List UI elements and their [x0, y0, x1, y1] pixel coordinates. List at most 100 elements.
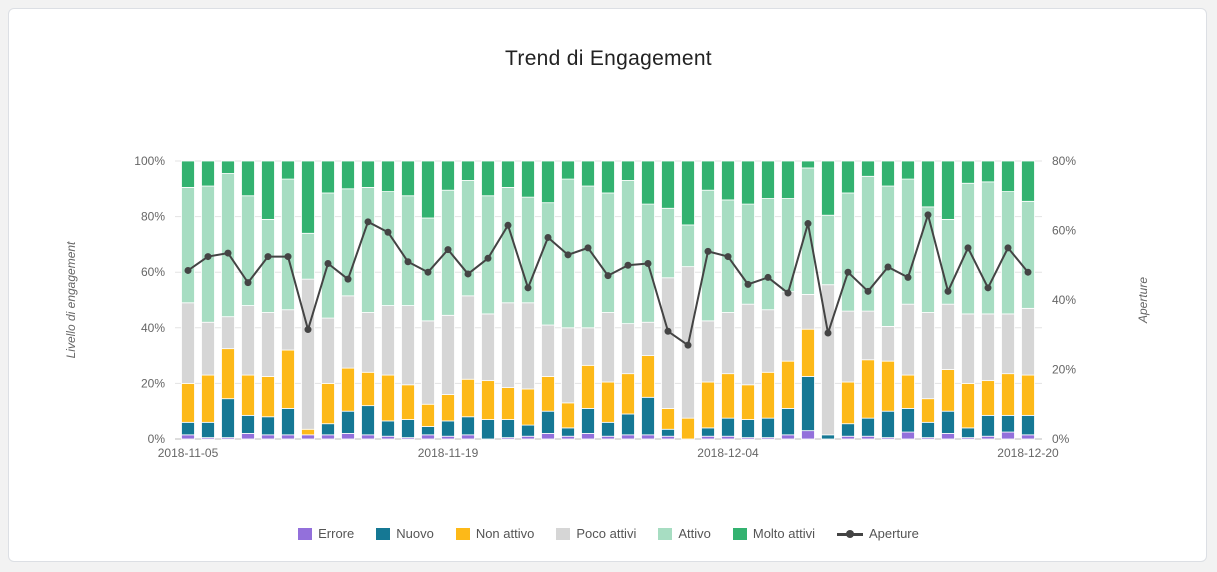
bar-segment-molto-attivi: [721, 160, 735, 201]
bar-segment-poco-attivi: [601, 312, 615, 383]
bar-segment-nuovo: [941, 410, 955, 434]
bar-segment-errore: [621, 434, 635, 440]
bar-segment-molto-attivi: [941, 160, 955, 220]
bar-segment-attivo: [321, 192, 335, 319]
bar-segment-nuovo: [921, 421, 935, 439]
legend-item-aperture[interactable]: Aperture: [837, 526, 919, 541]
bar-segment-nuovo: [561, 427, 575, 437]
legend-label: Molto attivi: [752, 526, 815, 541]
y2-axis-title: Aperture: [1136, 277, 1150, 324]
axes: 0% 20% 40% 60% 80% 100% 0% 20% 40% 60% 80% 2018-11-…: [134, 154, 1076, 460]
bar-segment-nuovo: [981, 414, 995, 437]
bar-segment-nuovo: [181, 421, 195, 436]
bar-segment-errore: [321, 434, 335, 440]
y2-tick-label: 60%: [1052, 224, 1076, 238]
bar-segment-non-attivo: [841, 381, 855, 425]
bar-segment-nuovo: [761, 417, 775, 439]
bar-segment-poco-attivi: [881, 326, 895, 362]
bar-segment-non-attivo: [201, 374, 215, 423]
aperture-point: [184, 266, 192, 274]
bar-segment-nuovo: [201, 421, 215, 439]
aperture-point: [944, 287, 952, 295]
legend-item-molto-attivi[interactable]: Molto attivi: [732, 526, 815, 541]
bar-segment-nuovo: [721, 417, 735, 437]
aperture-point: [384, 228, 392, 236]
bar-segment-nuovo: [701, 427, 715, 437]
bar-segment-molto-attivi: [801, 160, 815, 169]
bar-segment-errore: [381, 435, 395, 440]
bar-segment-attivo: [541, 202, 555, 326]
bar-segment-poco-attivi: [481, 313, 495, 382]
bar-segment-attivo: [261, 218, 275, 313]
legend-label: Errore: [318, 526, 355, 541]
bar-segment-molto-attivi: [741, 160, 755, 205]
bar-segment-errore: [361, 434, 375, 440]
bar-stack: [341, 160, 355, 440]
legend-item-attivo[interactable]: Attivo: [658, 526, 711, 541]
bar-segment-nuovo: [261, 416, 275, 436]
bar-segment-attivo: [921, 206, 935, 313]
bar-segment-molto-attivi: [381, 160, 395, 192]
bar-segment-molto-attivi: [421, 160, 435, 219]
bar-segment-poco-attivi: [441, 314, 455, 395]
bar-segment-nuovo: [861, 417, 875, 437]
bar-segment-non-attivo: [181, 382, 195, 423]
bar-segment-errore: [301, 434, 315, 440]
bar-segment-nuovo: [421, 426, 435, 436]
aperture-point: [304, 326, 312, 334]
bar-segment-attivo: [681, 224, 695, 268]
aperture-point: [244, 279, 252, 287]
bar-segment-attivo: [801, 167, 815, 295]
x-tick-label: 2018-12-20: [997, 446, 1059, 460]
bar-segment-nuovo: [381, 420, 395, 437]
bar-segment-molto-attivi: [241, 160, 255, 197]
bar-segment-nuovo: [601, 421, 615, 437]
y2-tick-label: 0%: [1052, 432, 1070, 446]
bar-segment-attivo: [881, 185, 895, 327]
bar-segment-non-attivo: [341, 367, 355, 412]
bar-stack: [741, 160, 755, 440]
bar-segment-non-attivo: [241, 374, 255, 416]
bar-segment-nuovo: [781, 408, 795, 436]
bar-segment-poco-attivi: [521, 302, 535, 390]
bar-segment-poco-attivi: [701, 320, 715, 383]
y2-tick-label: 20%: [1052, 363, 1076, 377]
legend-item-non-attivo[interactable]: Non attivo: [455, 526, 534, 541]
bar-segment-attivo: [981, 181, 995, 315]
bar-segment-non-attivo: [281, 349, 295, 409]
bar-segment-poco-attivi: [381, 305, 395, 376]
bar-segment-poco-attivi: [741, 303, 755, 386]
aperture-point: [324, 260, 332, 268]
legend-item-poco-attivi[interactable]: Poco attivi: [556, 526, 636, 541]
aperture-point: [504, 221, 512, 229]
bar-stack: [801, 160, 815, 440]
aperture-point: [904, 273, 912, 281]
bar-segment-poco-attivi: [621, 323, 635, 375]
bar-segment-non-attivo: [941, 369, 955, 412]
bar-stack: [321, 160, 335, 440]
bar-stack: [241, 160, 255, 440]
bar-segment-poco-attivi: [321, 317, 335, 384]
bar-segment-non-attivo: [481, 380, 495, 420]
bar-segment-non-attivo: [721, 373, 735, 419]
bar-segment-nuovo: [541, 410, 555, 434]
bar-segment-nuovo: [621, 413, 635, 436]
bar-segment-errore: [601, 435, 615, 440]
bar-segment-errore: [941, 433, 955, 440]
y-tick-label: 60%: [141, 265, 165, 279]
bar-stack: [1001, 160, 1015, 440]
aperture-point: [564, 251, 572, 259]
bar-segment-poco-attivi: [541, 324, 555, 377]
bar-segment-nuovo: [801, 376, 815, 432]
bar-segment-molto-attivi: [261, 160, 275, 220]
bar-stack: [761, 160, 775, 440]
legend-item-errore[interactable]: Errore: [298, 526, 354, 541]
bar-stack: [401, 160, 415, 440]
legend-item-nuovo[interactable]: Nuovo: [376, 526, 434, 541]
bar-stack: [841, 160, 855, 440]
bar-segment-non-attivo: [861, 359, 875, 419]
bar-segment-non-attivo: [661, 408, 675, 430]
bar-segment-non-attivo: [561, 402, 575, 429]
bar-segment-poco-attivi: [181, 302, 195, 384]
